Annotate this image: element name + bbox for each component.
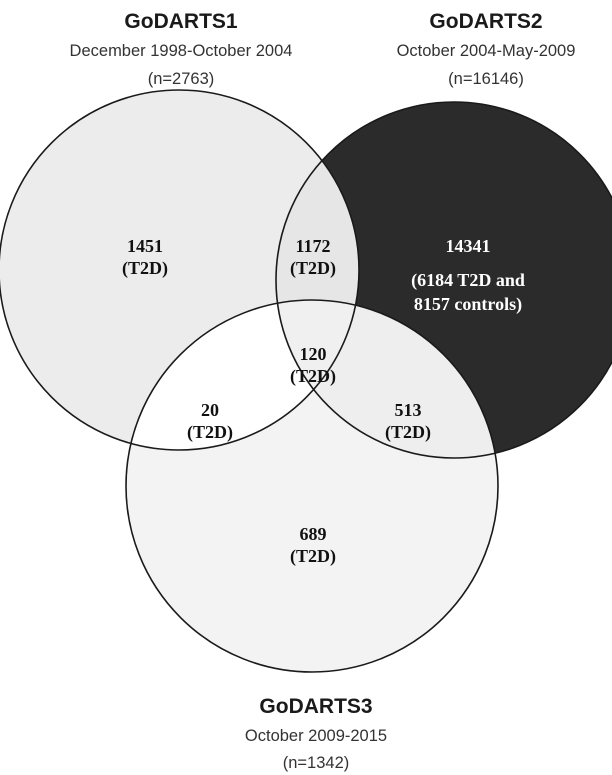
region-1-2-label: (T2D) bbox=[290, 258, 336, 279]
region-only-3-label: (T2D) bbox=[290, 546, 336, 567]
overlap-1-3 bbox=[126, 300, 359, 450]
set-2-title: GoDARTS2 bbox=[429, 10, 542, 33]
region-only-1-label: (T2D) bbox=[122, 258, 168, 279]
set-1-title: GoDARTS1 bbox=[124, 10, 237, 33]
set-3-period: October 2009-2015 bbox=[245, 727, 387, 745]
region-all-label: (T2D) bbox=[290, 366, 336, 387]
region-only-3-count: 689 bbox=[300, 524, 327, 544]
set-3-count: (n=1342) bbox=[283, 754, 350, 772]
set-3-outline bbox=[125, 299, 499, 673]
set-3-title: GoDARTS3 bbox=[259, 695, 372, 718]
set-1-period: December 1998-October 2004 bbox=[70, 42, 293, 60]
region-only-2-count: 14341 bbox=[446, 236, 491, 256]
region-only-2-label-1: (6184 T2D and bbox=[411, 270, 525, 291]
region-1-3-label: (T2D) bbox=[187, 422, 233, 443]
region-2-3-label: (T2D) bbox=[385, 422, 431, 443]
overlap-2-3 bbox=[276, 300, 498, 458]
region-only-1-count: 1451 bbox=[127, 236, 163, 256]
region-1-2-count: 1172 bbox=[295, 236, 330, 256]
region-2-3-count: 513 bbox=[395, 400, 422, 420]
region-all-count: 120 bbox=[300, 344, 327, 364]
set-2-outline bbox=[275, 101, 612, 459]
set-1-outline bbox=[0, 89, 360, 451]
set-2-period: October 2004-May-2009 bbox=[397, 42, 576, 60]
region-only-2-label-2: 8157 controls) bbox=[414, 294, 522, 315]
set-2-count: (n=16146) bbox=[448, 70, 524, 88]
set-1-count: (n=2763) bbox=[148, 70, 215, 88]
region-1-3-count: 20 bbox=[201, 400, 219, 420]
